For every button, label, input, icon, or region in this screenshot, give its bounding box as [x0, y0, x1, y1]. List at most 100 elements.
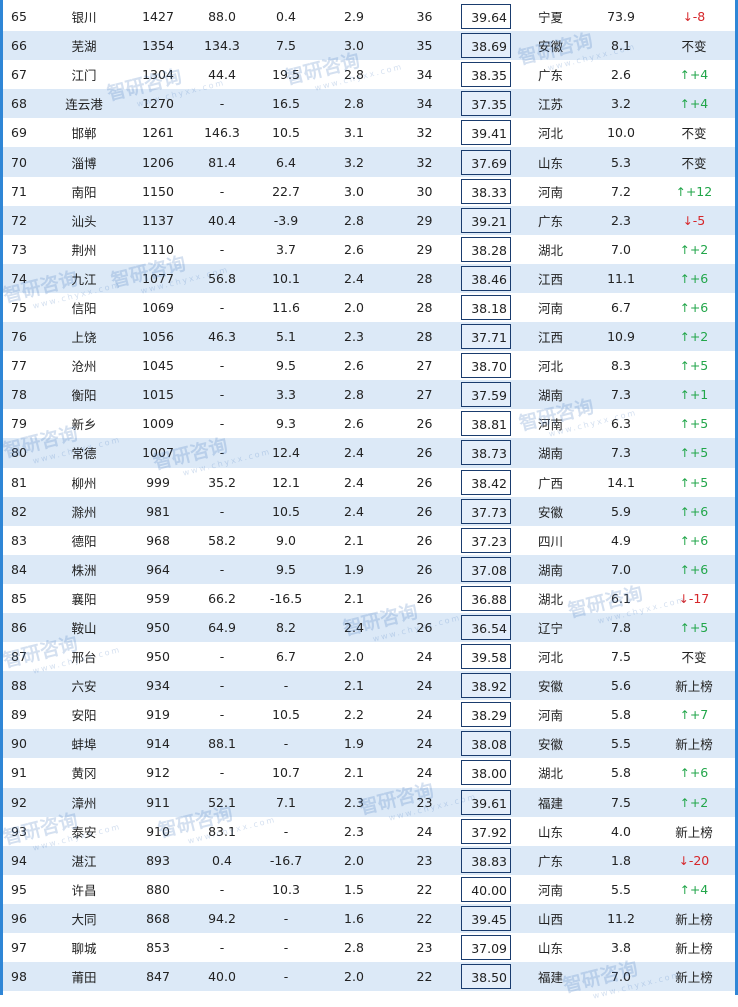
- rank-cell: 78: [3, 380, 43, 410]
- value-b-cell: 0.4: [191, 845, 253, 875]
- value-d-cell: 2.6: [344, 358, 364, 374]
- value-c-cell: 10.7: [272, 765, 300, 781]
- table-row: 96 大同 868 94.2-1.6 22 39.45 山西 11.2 新上榜: [3, 903, 735, 933]
- score-cell: 36.88: [460, 584, 512, 613]
- value-e-cell: 22: [416, 881, 433, 897]
- value-a-cell: 1150: [142, 183, 174, 199]
- score-box: 40.00: [461, 876, 511, 902]
- value-e-cell: 24: [416, 707, 433, 723]
- value-a-cell: 1270: [125, 89, 191, 119]
- value-c-cell: 6.4: [253, 147, 319, 177]
- value-c-cell: 9.0: [276, 532, 296, 548]
- rank-change-value: +12: [685, 183, 713, 199]
- value-a-cell: 868: [125, 903, 191, 933]
- table-row: 71 南阳 1150 - 22.7 3.0 30 38.33 河南 7.2 ↑+12: [3, 177, 735, 206]
- value-e-cell: 28: [389, 322, 460, 352]
- value-b-cell: -: [191, 380, 253, 410]
- value-a-cell: 919: [146, 707, 170, 723]
- value-d-cell: 2.9: [344, 9, 364, 25]
- province-cell: 江苏: [512, 89, 589, 119]
- rank-change-cell: ↑+6: [653, 293, 735, 322]
- city-cell: 泰安: [71, 824, 97, 840]
- score-box: 39.61: [461, 789, 511, 815]
- score-box: 37.92: [461, 818, 511, 844]
- province-cell: 广西: [537, 475, 563, 491]
- rank-change-cell: ↑+2: [653, 235, 735, 264]
- province-cell: 河南: [537, 184, 563, 200]
- value-b-cell: -: [219, 358, 225, 374]
- value-c-cell: -16.7: [253, 845, 319, 875]
- table-row: 85 襄阳 959 66.2 -16.5 2.1 26 36.88 湖北 6.1 ↓-17: [3, 584, 735, 613]
- score-cell: 37.35: [460, 89, 512, 119]
- value-b-cell: -: [219, 183, 225, 199]
- value-f-cell: 4.0: [611, 823, 631, 839]
- rank-change-cell: ↑+6: [653, 496, 735, 526]
- city-cell: 信阳: [71, 300, 97, 316]
- value-b-cell: 81.4: [191, 147, 253, 177]
- table-row: 75 信阳 1069 - 11.6 2.0 28 38.18 河南 6.7 ↑+6: [3, 293, 735, 322]
- score-box: 37.71: [461, 324, 511, 350]
- rank-change-value: 新上榜: [675, 941, 713, 957]
- arrow-up-icon: ↑: [679, 68, 690, 83]
- value-a-cell: 893: [125, 845, 191, 875]
- city-cell: 大同: [43, 903, 125, 933]
- rank-change-value: +4: [689, 96, 709, 112]
- value-f-cell: 7.5: [611, 649, 631, 665]
- rank-change-value: 不变: [681, 650, 707, 666]
- value-f-cell: 7.0: [589, 962, 653, 992]
- score-cell: 40.00: [460, 875, 512, 904]
- value-c-cell: 10.5: [272, 707, 300, 723]
- rank-cell: 95: [11, 881, 27, 897]
- arrow-up-icon: ↑: [679, 621, 690, 636]
- city-ranking-table: 65 银川 1427 88.0 0.4 2.9 36 39.64 宁夏 73.9 ↓-8 66 芜湖 13…: [3, 2, 735, 992]
- value-c-cell: 3.7: [276, 241, 296, 257]
- value-a-cell: 1137: [125, 205, 191, 235]
- value-e-cell: 27: [389, 380, 460, 410]
- value-b-cell: -: [219, 940, 225, 956]
- score-cell: 38.92: [460, 671, 512, 701]
- value-f-cell: 6.1: [611, 590, 631, 606]
- value-b-cell: -: [219, 707, 225, 723]
- city-cell: 蚌埠: [43, 729, 125, 759]
- city-cell: 鞍山: [43, 612, 125, 643]
- value-b-cell: 46.3: [191, 322, 253, 352]
- value-f-cell: 5.8: [611, 707, 631, 723]
- city-cell: 银川: [71, 10, 97, 26]
- city-cell: 黄冈: [71, 766, 97, 782]
- value-e-cell: 26: [416, 590, 433, 606]
- score-cell: 37.71: [460, 322, 512, 352]
- value-b-cell: -: [219, 241, 225, 257]
- value-c-cell: 8.2: [253, 612, 319, 643]
- province-cell: 河南: [537, 417, 563, 433]
- arrow-down-icon: ↓: [682, 10, 693, 25]
- province-cell: 安徽: [512, 31, 589, 61]
- rank-cell: 72: [3, 205, 43, 235]
- value-b-cell: -: [219, 649, 225, 665]
- value-f-cell: 3.8: [611, 940, 631, 956]
- score-box: 38.69: [461, 33, 511, 59]
- value-c-cell: 6.7: [276, 649, 296, 665]
- rank-change-cell: ↑+2: [653, 787, 735, 817]
- value-e-cell: 28: [389, 263, 460, 293]
- value-d-cell: 2.3: [319, 322, 389, 352]
- value-d-cell: 2.4: [319, 612, 389, 643]
- rank-cell: 98: [3, 962, 43, 992]
- value-b-cell: 94.2: [191, 903, 253, 933]
- value-b-cell: 58.2: [208, 532, 236, 548]
- value-c-cell: -3.9: [253, 205, 319, 235]
- rank-cell: 76: [3, 322, 43, 352]
- value-f-cell: 10.9: [589, 322, 653, 352]
- value-c-cell: 11.6: [272, 299, 300, 315]
- province-cell: 山东: [512, 147, 589, 177]
- value-b-cell: 52.1: [191, 787, 253, 817]
- table-row: 67 江门 1304 44.4 19.5 2.8 34 38.35 广东 2.6 ↑+4: [3, 60, 735, 89]
- value-c-cell: 7.5: [253, 31, 319, 61]
- arrow-down-icon: ↓: [682, 213, 693, 228]
- rank-cell: 69: [11, 125, 27, 141]
- value-a-cell: 1206: [125, 147, 191, 177]
- value-e-cell: 32: [389, 147, 460, 177]
- value-b-cell: 44.4: [208, 67, 236, 83]
- score-box: 37.23: [461, 527, 511, 553]
- value-d-cell: 2.4: [319, 263, 389, 293]
- rank-cell: 86: [3, 612, 43, 643]
